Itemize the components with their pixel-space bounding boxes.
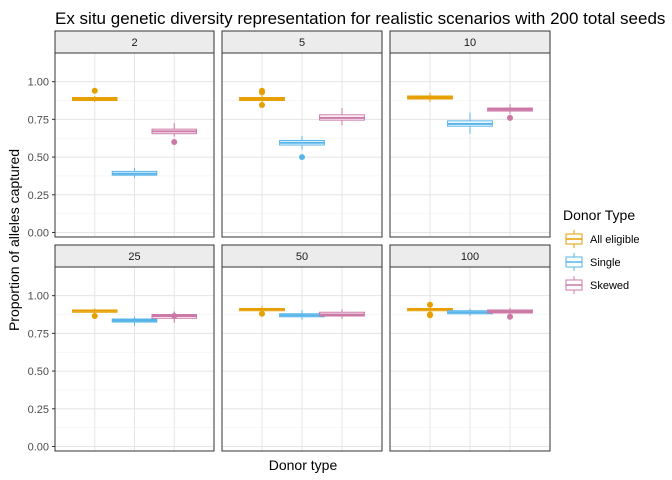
panel-border: [389, 266, 551, 452]
box: [319, 108, 365, 126]
box: [407, 301, 453, 319]
facet-panel: 100: [389, 244, 551, 452]
y-tick-label: 0.25: [28, 190, 49, 202]
box: [447, 112, 493, 134]
y-tick-label: 0.25: [28, 404, 49, 416]
outlier-point: [259, 310, 265, 317]
y-tick-label: 1.00: [28, 77, 49, 89]
box: [111, 168, 158, 179]
facet-strip-label: 50: [296, 251, 308, 263]
legend-label: All eligible: [590, 234, 640, 246]
legend-entry: Single: [565, 253, 621, 271]
outlier-point: [91, 87, 98, 94]
legend-title: Donor Type: [563, 207, 635, 223]
facet-panel: 5: [221, 30, 383, 238]
panel-border: [54, 266, 215, 452]
facet-strip-label: 25: [128, 251, 140, 263]
box: [111, 316, 158, 326]
facet-panel: 25 0.00 0.25 0.50 0.75 1.00: [28, 244, 215, 453]
outlier-point: [507, 114, 513, 121]
outlier-point: [259, 89, 265, 96]
box: [447, 308, 493, 317]
y-tick-label: 0.75: [28, 114, 49, 126]
box: [279, 309, 325, 320]
legend-entry: All eligible: [565, 230, 640, 248]
x-axis-title: Donor type: [269, 457, 338, 473]
facet-panel: 10: [389, 30, 551, 238]
facet-strip-label: 100: [461, 251, 479, 263]
box: [71, 308, 118, 320]
facet-strip-label: 2: [131, 37, 137, 49]
legend-label: Single: [590, 257, 621, 269]
box: [151, 311, 198, 323]
y-tick-label: 0.50: [28, 152, 49, 164]
legend-entry: Skewed: [565, 276, 629, 294]
box: [279, 135, 325, 161]
outlier-point: [91, 313, 98, 320]
box: [487, 307, 533, 320]
chart-title: Ex situ genetic diversity representation…: [55, 9, 665, 28]
facet-panels: 2 0.00 0.25 0.50 0.75 1.00 5 10 25 0.00 0.25 0.50 0.…: [28, 30, 551, 453]
facet-panel: 2 0.00 0.25 0.50 0.75 1.00: [28, 30, 215, 239]
outlier-point: [171, 138, 178, 145]
facet-strip-label: 5: [299, 37, 305, 49]
box: [239, 87, 285, 109]
outlier-point: [171, 313, 178, 320]
legend: Donor Type All eligible Single Skewed: [563, 207, 640, 294]
y-tick-label: 0.75: [28, 328, 49, 340]
outlier-point: [507, 313, 513, 320]
legend-label: Skewed: [590, 280, 629, 292]
y-tick-label: 0.50: [28, 366, 49, 378]
y-tick-label: 0.00: [28, 227, 49, 239]
facet-strip-label: 10: [464, 37, 476, 49]
panel-border: [221, 266, 383, 452]
panel-border: [221, 52, 383, 238]
box: [487, 104, 533, 121]
y-axis-title: Proportion of alleles captured: [6, 149, 22, 331]
outlier-point: [427, 312, 433, 319]
facet-panel: 50: [221, 244, 383, 452]
box: [319, 309, 365, 320]
y-tick-label: 1.00: [28, 291, 49, 303]
box: [239, 306, 285, 317]
outlier-point: [427, 301, 433, 308]
y-tick-label: 0.00: [28, 441, 49, 453]
outlier-point: [259, 102, 265, 109]
outlier-point: [299, 154, 305, 161]
box: [407, 92, 453, 103]
panel-border: [54, 52, 215, 238]
box: [151, 123, 198, 145]
panel-border: [389, 52, 551, 238]
box: [71, 87, 118, 103]
